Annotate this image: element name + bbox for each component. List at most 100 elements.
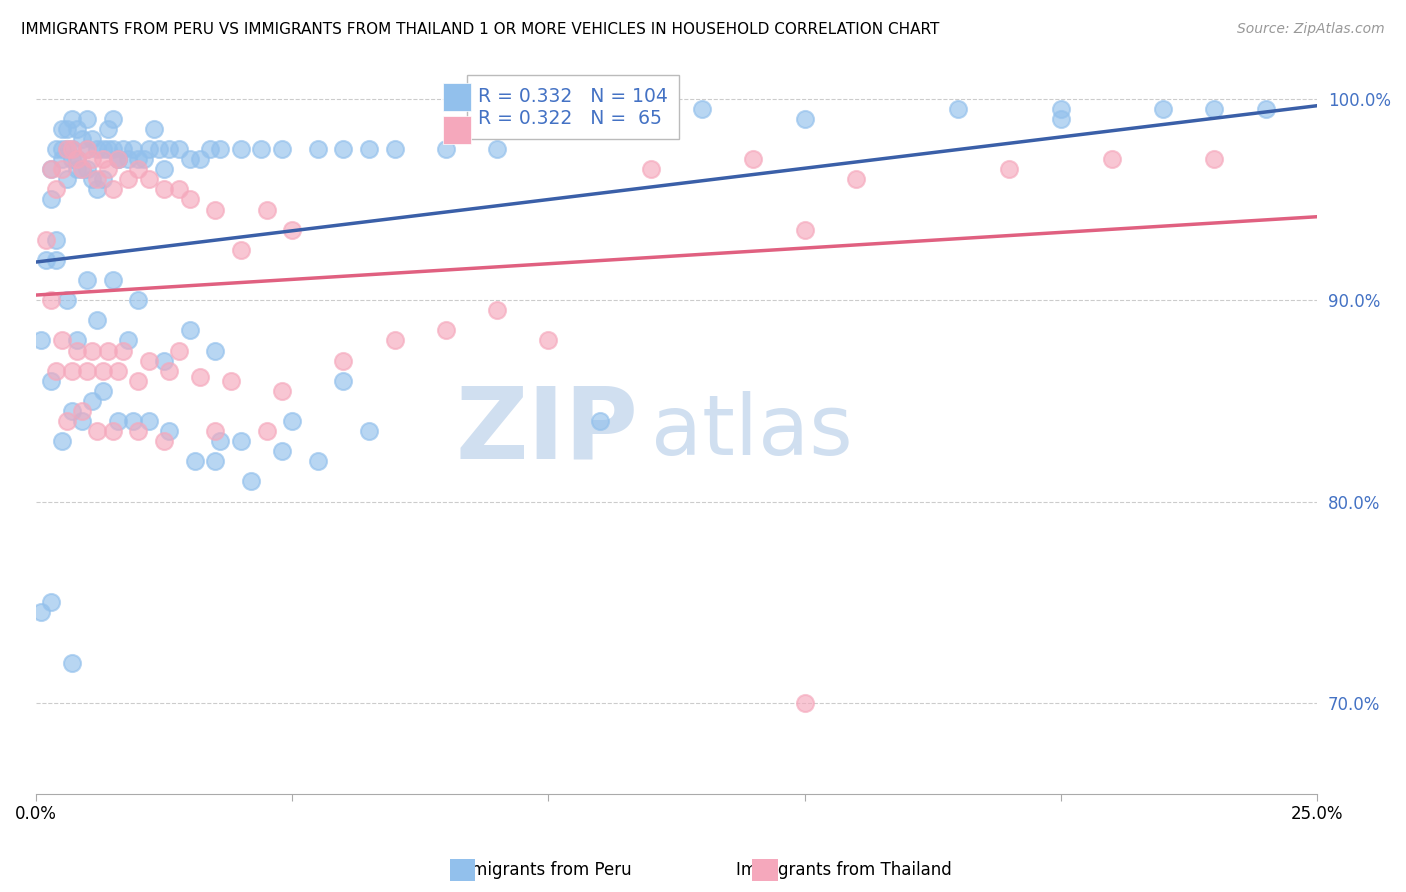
Point [107, 364, 129, 378]
Point [51, 434, 73, 449]
Point [51, 142, 73, 156]
Text: Source: ZipAtlas.com: Source: ZipAtlas.com [1237, 22, 1385, 37]
Point [70, 162, 93, 177]
Point [86, 182, 108, 196]
Point [30, 606, 52, 620]
Point [51, 122, 73, 136]
Point [1101, 152, 1123, 166]
Point [66, 152, 89, 166]
Point [270, 444, 292, 458]
Point [101, 273, 124, 287]
Point [332, 142, 354, 156]
Point [204, 202, 226, 217]
Point [281, 414, 304, 428]
Point [39, 293, 62, 308]
Point [138, 172, 160, 186]
Point [97, 142, 120, 156]
Point [138, 142, 160, 156]
Point [188, 152, 211, 166]
Point [256, 424, 278, 438]
Point [117, 152, 139, 166]
Text: IMMIGRANTS FROM PERU VS IMMIGRANTS FROM THAILAND 1 OR MORE VEHICLES IN HOUSEHOLD: IMMIGRANTS FROM PERU VS IMMIGRANTS FROM … [21, 22, 939, 37]
Point [45, 233, 67, 247]
Point [45, 252, 67, 267]
Point [122, 142, 145, 156]
Point [70, 132, 93, 146]
Point [948, 102, 970, 116]
Point [76, 112, 98, 126]
Point [86, 142, 108, 156]
Point [39, 374, 62, 388]
Point [188, 369, 211, 384]
Point [1204, 102, 1226, 116]
Point [793, 222, 815, 236]
Point [107, 414, 129, 428]
FancyBboxPatch shape [443, 83, 471, 111]
Point [91, 152, 114, 166]
Point [97, 162, 120, 177]
Point [117, 172, 139, 186]
Point [357, 142, 380, 156]
Point [76, 162, 98, 177]
Point [1152, 102, 1174, 116]
Point [1049, 102, 1071, 116]
Point [179, 152, 201, 166]
Point [45, 142, 67, 156]
Point [184, 454, 207, 468]
Point [107, 152, 129, 166]
Point [39, 595, 62, 609]
Point [70, 414, 93, 428]
Point [86, 424, 108, 438]
Point [55, 414, 77, 428]
Point [157, 142, 180, 156]
Point [486, 303, 509, 318]
Point [30, 334, 52, 348]
Point [127, 374, 149, 388]
Point [153, 434, 176, 449]
Point [179, 193, 201, 207]
Point [157, 364, 180, 378]
Point [97, 343, 120, 358]
Point [97, 122, 120, 136]
Point [86, 313, 108, 327]
Point [39, 193, 62, 207]
Point [60, 152, 83, 166]
Point [169, 343, 191, 358]
Point [51, 152, 73, 166]
Point [107, 152, 129, 166]
Point [537, 334, 560, 348]
Point [66, 334, 89, 348]
Point [209, 434, 232, 449]
Point [55, 122, 77, 136]
Point [229, 142, 252, 156]
Point [793, 112, 815, 126]
Point [332, 374, 354, 388]
Point [250, 142, 273, 156]
Point [537, 112, 560, 126]
Point [55, 172, 77, 186]
Point [101, 112, 124, 126]
Point [256, 202, 278, 217]
Point [434, 323, 457, 337]
Point [60, 142, 83, 156]
Point [66, 152, 89, 166]
Point [35, 252, 58, 267]
Point [60, 364, 83, 378]
FancyBboxPatch shape [443, 116, 471, 144]
Point [240, 475, 263, 489]
Point [39, 162, 62, 177]
Point [486, 142, 509, 156]
Point [112, 343, 135, 358]
Point [55, 142, 77, 156]
Point [55, 142, 77, 156]
Point [434, 142, 457, 156]
Point [204, 424, 226, 438]
Point [45, 182, 67, 196]
Text: ZIP: ZIP [456, 383, 638, 480]
Point [127, 424, 149, 438]
Point [66, 343, 89, 358]
Point [384, 334, 406, 348]
Point [39, 162, 62, 177]
Point [198, 142, 221, 156]
Point [1204, 152, 1226, 166]
